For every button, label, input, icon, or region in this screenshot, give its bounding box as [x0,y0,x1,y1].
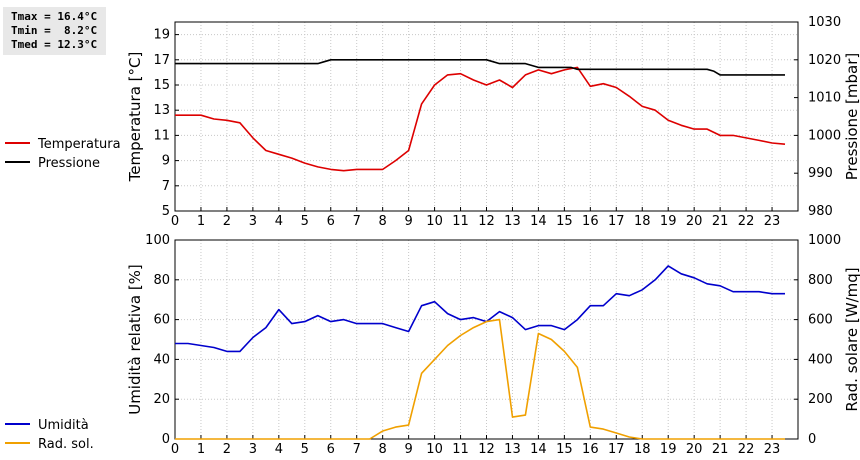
y-axis-label: Umidità relativa [%] [126,264,144,415]
x-tick-label: 0 [171,214,179,229]
x-tick-label: 17 [608,442,625,457]
legend-label: Pressione [38,156,100,171]
chart-panel-1: 0 1 2 3 4 5 6 7 8 9 10 11 12 13 14 15 16 17 18 19 20 21 22 2357… [5,15,860,229]
y2-tick-label: 600 [808,313,833,328]
x-tick-label: 11 [452,442,469,457]
y2-tick-label: 400 [808,352,833,367]
x-tick-label: 18 [634,214,651,229]
x-tick-label: 9 [404,214,412,229]
plot-frame [174,21,799,212]
x-tick-label: 20 [686,214,703,229]
x-tick-label: 12 [478,214,495,229]
y-tick-label: 7 [162,179,170,194]
legend-label: Temperatura [37,137,121,152]
x-tick-label: 2 [223,442,231,457]
y-tick-label: 13 [153,103,170,118]
x-tick-label: 16 [582,442,599,457]
x-tick-label: 4 [275,442,283,457]
x-tick-label: 11 [452,214,469,229]
tmin-label: Tmin = 8.2°C [11,24,98,37]
y2-tick-label: 1010 [808,91,841,106]
y-tick-label: 19 [153,28,170,43]
x-tick-label: 20 [686,442,703,457]
x-tick-label: 19 [660,214,677,229]
y-tick-label: 9 [162,154,170,169]
x-tick-label: 10 [426,214,443,229]
x-tick-label: 2 [223,214,231,229]
x-tick-label: 23 [764,214,781,229]
x-tick-label: 3 [249,442,257,457]
x-tick-label: 8 [379,214,387,229]
y2-tick-label: 0 [808,432,816,447]
x-tick-label: 1 [197,214,205,229]
x-tick-label: 15 [556,442,573,457]
x-tick-label: 17 [608,214,625,229]
chart-panel-2: 0 1 2 3 4 5 6 7 8 9 10 11 12 13 14 15 16 17 18 19 20 21 22 2302… [5,233,860,457]
y-tick-label: 60 [153,313,170,328]
x-tick-label: 15 [556,214,573,229]
y-tick-label: 100 [145,233,170,248]
legend-label: Rad. sol. [38,437,94,452]
x-tick-label: 22 [738,214,755,229]
x-tick-label: 13 [504,442,521,457]
y-tick-label: 11 [153,128,170,143]
y2-tick-label: 980 [808,204,833,219]
tmax-label: Tmax = 16.4°C [11,10,98,23]
y-tick-label: 17 [153,53,170,68]
series-line-umidit [175,265,785,353]
series-line-rad-sol [175,318,785,440]
y2-axis-label: Rad. solare [W/mq] [843,267,860,411]
series-line-temperatura [175,66,786,172]
stats-box: Tmax = 16.4°C Tmin = 8.2°C Tmed = 12.3°C [3,7,106,55]
x-tick-label: 8 [379,442,387,457]
y2-tick-label: 1000 [808,128,841,143]
x-tick-label: 12 [478,442,495,457]
legend-label: Umidità [38,418,89,433]
x-tick-label: 3 [249,214,257,229]
x-tick-label: 14 [530,214,547,229]
x-tick-label: 0 [171,442,179,457]
x-tick-label: 7 [353,214,361,229]
x-tick-label: 19 [660,442,677,457]
x-tick-label: 1 [197,442,205,457]
x-tick-label: 7 [353,442,361,457]
y2-tick-label: 1030 [808,15,841,30]
x-tick-label: 13 [504,214,521,229]
y2-tick-label: 800 [808,273,833,288]
x-tick-label: 5 [301,214,309,229]
y-axis-label: Temperatura [°C] [126,52,144,183]
x-tick-label: 16 [582,214,599,229]
x-tick-label: 10 [426,442,443,457]
x-tick-label: 18 [634,442,651,457]
x-tick-label: 14 [530,442,547,457]
y2-axis-label: Pressione [mbar] [843,53,860,181]
series-line-pressione [175,58,785,76]
tmed-label: Tmed = 12.3°C [11,38,98,51]
y-tick-label: 15 [153,78,170,93]
x-tick-label: 6 [327,214,335,229]
x-tick-label: 6 [327,442,335,457]
x-tick-label: 22 [738,442,755,457]
y-tick-label: 0 [162,432,170,447]
x-tick-label: 21 [712,442,729,457]
x-tick-label: 5 [301,442,309,457]
y2-tick-label: 1000 [808,233,841,248]
y-tick-label: 5 [162,204,170,219]
x-tick-label: 9 [404,442,412,457]
y2-tick-label: 990 [808,166,833,181]
y-tick-label: 80 [153,273,170,288]
y2-tick-label: 1020 [808,53,841,68]
x-tick-label: 4 [275,214,283,229]
y-tick-label: 20 [153,392,170,407]
x-tick-label: 23 [764,442,781,457]
y-tick-label: 40 [153,352,170,367]
x-tick-label: 21 [712,214,729,229]
y2-tick-label: 200 [808,392,833,407]
